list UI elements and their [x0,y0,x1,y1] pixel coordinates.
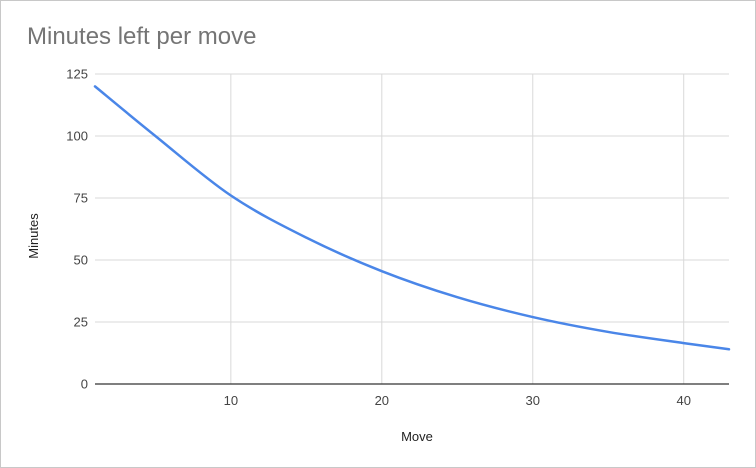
y-tick-label: 100 [66,129,88,144]
x-tick-label: 40 [676,393,690,408]
y-tick-label: 25 [74,315,88,330]
series-line [93,85,731,351]
x-tick-labels: 10 20 30 40 [224,393,691,408]
x-axis-label: Move [401,429,433,444]
y-tick-label: 50 [74,253,88,268]
chart-title: Minutes left per move [27,23,257,50]
series-lines [93,85,731,351]
x-tick-label: 10 [224,393,238,408]
y-tick-label: 125 [66,67,88,82]
gridlines [95,73,729,384]
y-tick-label: 75 [74,191,88,206]
y-tick-labels: 0 25 50 75 100 125 [66,67,88,392]
y-tick-label: 0 [81,377,88,392]
x-tick-label: 30 [526,393,540,408]
x-tick-label: 20 [375,393,389,408]
y-axis-label: Minutes [26,213,41,259]
